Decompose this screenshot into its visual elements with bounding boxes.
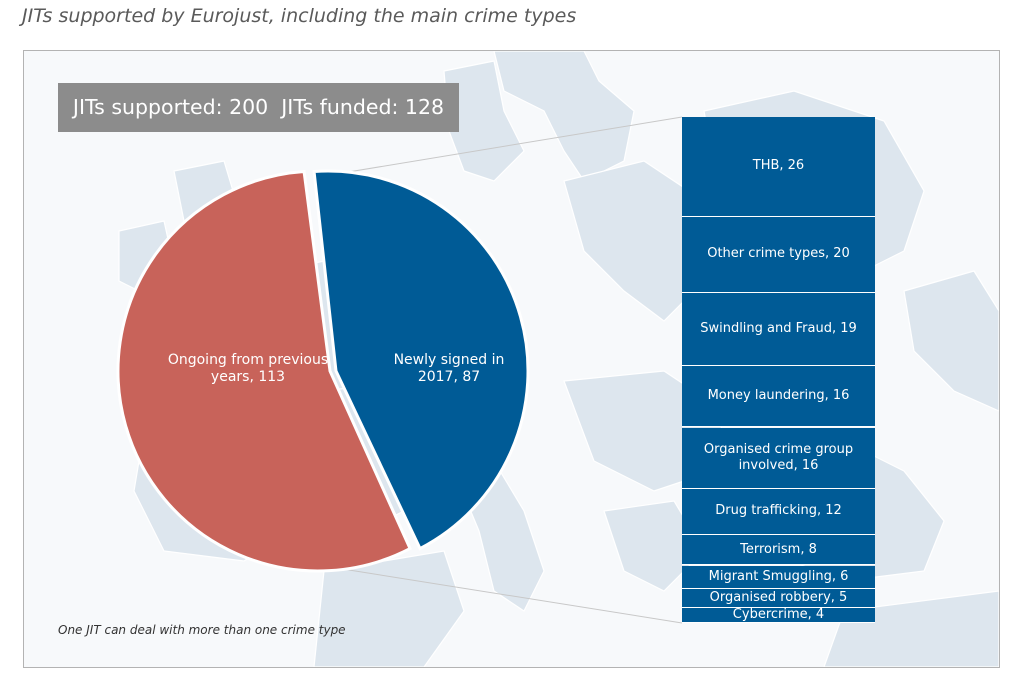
bar-segment-money-laundering: Money laundering, 16: [682, 366, 875, 428]
bar-segment-organised-crime-group-involved: Organised crime group involved, 16: [682, 427, 875, 489]
totals-box: JITs supported: 200 JITs funded: 128: [58, 83, 459, 132]
bar-segment-cybercrime: Cybercrime, 4: [682, 607, 875, 623]
crime-type-stacked-bar: THB, 26 Other crime types, 20 Swindling an…: [682, 117, 875, 623]
chart-title: JITs supported by Eurojust, including th…: [22, 5, 577, 27]
pie-label-ongoing: Ongoing from previous years, 113: [167, 352, 329, 385]
leader-line-top: [323, 116, 683, 177]
bar-segment-organised-robbery: Organised robbery, 5: [682, 588, 875, 608]
pie-slice-newly-signed: [312, 169, 530, 551]
footnote: One JIT can deal with more than one crim…: [58, 623, 346, 637]
bar-segment-thb: THB, 26: [682, 117, 875, 217]
bar-segment-migrant-smuggling: Migrant Smuggling, 6: [682, 565, 875, 589]
chart-svg: [116, 116, 683, 624]
pie-slice-ongoing: [116, 169, 412, 573]
bar-segment-terrorism: Terrorism, 8: [682, 534, 875, 566]
bar-segment-drug-trafficking: Drug trafficking, 12: [682, 488, 875, 535]
chart-frame: JITs supported: 200 JITs funded: 128 Ong…: [23, 50, 1000, 668]
bar-segment-swindling-and-fraud: Swindling and Fraud, 19: [682, 293, 875, 367]
pie-label-newly-signed: Newly signed in 2017, 87: [393, 352, 505, 385]
bar-segment-other-crime-types: Other crime types, 20: [682, 216, 875, 294]
leader-line-bottom: [323, 565, 683, 624]
